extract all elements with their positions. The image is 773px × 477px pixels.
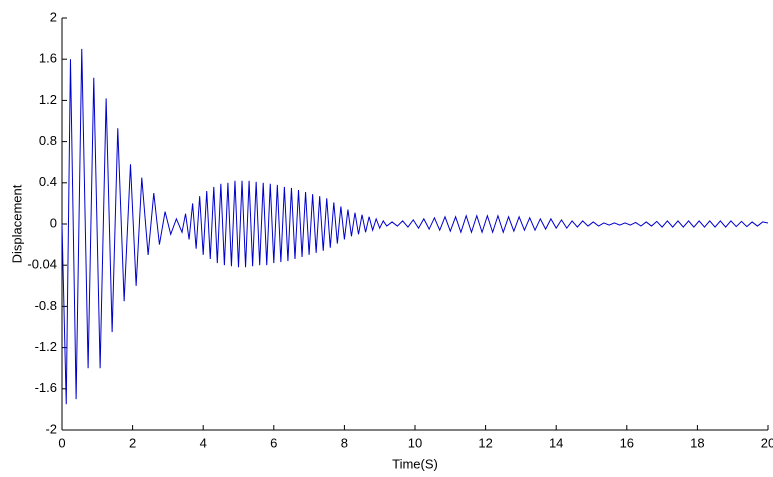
y-tick-label: 2 — [50, 9, 57, 24]
y-tick-label: 1.2 — [39, 92, 57, 107]
y-tick-label: -1.6 — [35, 380, 57, 395]
x-tick-label: 10 — [408, 435, 422, 450]
y-tick-label: 0.8 — [39, 133, 57, 148]
x-tick-label: 16 — [620, 435, 634, 450]
x-tick-label: 0 — [58, 435, 65, 450]
y-tick-label: 0 — [50, 215, 57, 230]
y-tick-label: 1.6 — [39, 51, 57, 66]
y-tick-label: -0.04 — [27, 257, 57, 272]
x-tick-label: 12 — [478, 435, 492, 450]
x-tick-label: 2 — [129, 435, 136, 450]
data-line — [61, 48, 769, 405]
y-tick-label: -0.8 — [35, 298, 57, 313]
x-tick-label: 18 — [690, 435, 704, 450]
y-tick-label: -1.2 — [35, 339, 57, 354]
y-tick-label: -2 — [45, 421, 57, 436]
x-tick-label: 20 — [761, 435, 773, 450]
x-tick-label: 14 — [549, 435, 563, 450]
y-tick-label: 0.4 — [39, 174, 57, 189]
x-tick-label: 6 — [270, 435, 277, 450]
y-axis-label: Displacement — [9, 184, 24, 263]
x-tick-label: 8 — [341, 435, 348, 450]
x-axis-label: Time(S) — [392, 456, 438, 471]
x-tick-label: 4 — [200, 435, 207, 450]
